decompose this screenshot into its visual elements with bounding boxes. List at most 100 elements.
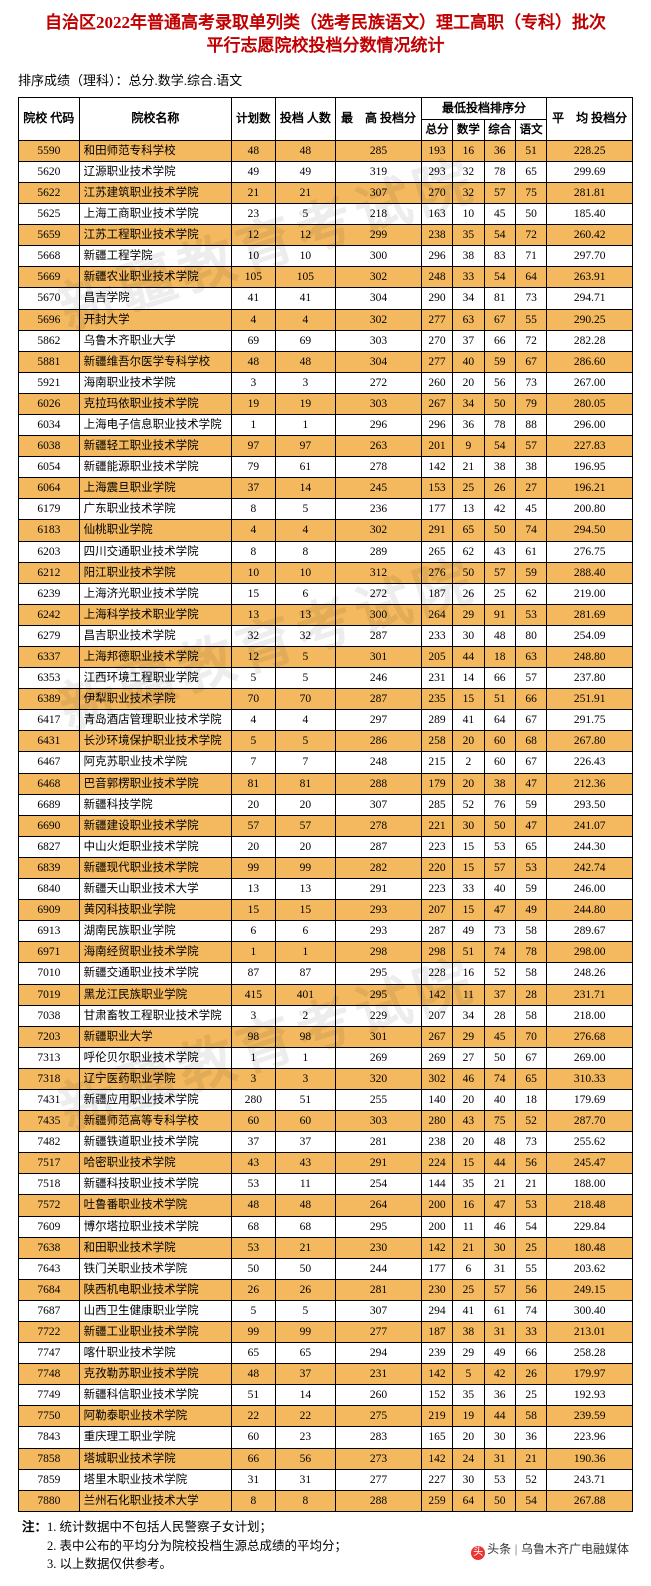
- table-row: 6353江西环境工程职业学院55246231146657237.80: [19, 668, 633, 689]
- table-row: 6034上海电子信息职业技术学院11296296367888296.00: [19, 414, 633, 435]
- cell-min-math: 20: [453, 372, 484, 393]
- cell-filed: 105: [275, 267, 336, 288]
- cell-name: 重庆理工职业学院: [79, 1427, 232, 1448]
- cell-min-total: 277: [421, 309, 452, 330]
- note-2: 2. 表中公布的平均分为院校投档生源总成绩的平均分；: [47, 1539, 347, 1553]
- cell-min-total: 267: [421, 393, 452, 414]
- cell-min-lang: 67: [515, 351, 546, 372]
- cell-avg: 248.80: [547, 647, 633, 668]
- cell-min-total: 224: [421, 1153, 452, 1174]
- cell-name: 开封大学: [79, 309, 232, 330]
- cell-avg: 300.40: [547, 1300, 633, 1321]
- cell-min-comp: 50: [484, 815, 515, 836]
- score-table: 院校 代码 院校名称 计划数 投档 人数 最 高 投档分 最低投档排序分 平 均…: [18, 97, 633, 1512]
- cell-name: 上海工商职业技术学院: [79, 204, 232, 225]
- cell-min-math: 44: [453, 647, 484, 668]
- cell-min-total: 238: [421, 225, 452, 246]
- cell-code: 5696: [19, 309, 80, 330]
- sort-criteria: 排序成绩（理科）：总分.数学.综合.语文: [18, 70, 633, 89]
- cell-plan: 4: [232, 710, 275, 731]
- cell-min-total: 165: [421, 1427, 452, 1448]
- cell-plan: 21: [232, 182, 275, 203]
- cell-min-lang: 61: [515, 541, 546, 562]
- cell-max: 287: [336, 625, 422, 646]
- cell-name: 昌吉职业技术学院: [79, 625, 232, 646]
- cell-min-lang: 51: [515, 140, 546, 161]
- cell-min-lang: 53: [515, 1195, 546, 1216]
- cell-min-math: 50: [453, 562, 484, 583]
- table-row: 7431新疆应用职业技术学院28051255140204018179.69: [19, 1089, 633, 1110]
- cell-filed: 15: [275, 900, 336, 921]
- cell-plan: 13: [232, 879, 275, 900]
- cell-filed: 87: [275, 963, 336, 984]
- cell-avg: 190.36: [547, 1448, 633, 1469]
- cell-code: 7482: [19, 1132, 80, 1153]
- table-row: 5696开封大学44302277636755290.25: [19, 309, 633, 330]
- cell-min-total: 163: [421, 204, 452, 225]
- cell-avg: 267.88: [547, 1490, 633, 1511]
- cell-min-comp: 30: [484, 1237, 515, 1258]
- cell-filed: 49: [275, 161, 336, 182]
- cell-min-lang: 73: [515, 372, 546, 393]
- cell-min-math: 6: [453, 1258, 484, 1279]
- cell-plan: 68: [232, 1216, 275, 1237]
- cell-min-lang: 55: [515, 309, 546, 330]
- cell-code: 7313: [19, 1047, 80, 1068]
- table-row: 7010新疆交通职业技术学院8787295228165258248.26: [19, 963, 633, 984]
- cell-min-total: 207: [421, 1005, 452, 1026]
- cell-min-comp: 36: [484, 1385, 515, 1406]
- cell-filed: 65: [275, 1343, 336, 1364]
- cell-min-total: 294: [421, 1300, 452, 1321]
- cell-avg: 229.84: [547, 1216, 633, 1237]
- cell-min-math: 62: [453, 541, 484, 562]
- cell-max: 245: [336, 478, 422, 499]
- cell-min-comp: 38: [484, 457, 515, 478]
- cell-max: 264: [336, 1195, 422, 1216]
- cell-avg: 296.00: [547, 414, 633, 435]
- table-row: 6971海南经贸职业技术学院11298298517478298.00: [19, 942, 633, 963]
- cell-min-comp: 31: [484, 1448, 515, 1469]
- cell-min-comp: 47: [484, 1195, 515, 1216]
- cell-plan: 97: [232, 436, 275, 457]
- cell-plan: 1: [232, 1047, 275, 1068]
- cell-max: 298: [336, 942, 422, 963]
- cell-code: 5670: [19, 288, 80, 309]
- cell-plan: 31: [232, 1469, 275, 1490]
- cell-min-comp: 46: [484, 1216, 515, 1237]
- cell-min-comp: 78: [484, 414, 515, 435]
- table-row: 7019黑龙江民族职业学院415401295142113728231.71: [19, 984, 633, 1005]
- cell-code: 5590: [19, 140, 80, 161]
- cell-name: 海南经贸职业技术学院: [79, 942, 232, 963]
- cell-min-math: 46: [453, 1068, 484, 1089]
- cell-code: 7318: [19, 1068, 80, 1089]
- cell-code: 6690: [19, 815, 80, 836]
- cell-code: 6026: [19, 393, 80, 414]
- cell-code: 6038: [19, 436, 80, 457]
- cell-min-math: 37: [453, 330, 484, 351]
- cell-min-total: 258: [421, 731, 452, 752]
- cell-name: 新疆工业职业技术学院: [79, 1322, 232, 1343]
- cell-max: 294: [336, 1343, 422, 1364]
- cell-min-math: 30: [453, 815, 484, 836]
- cell-max: 299: [336, 225, 422, 246]
- cell-max: 269: [336, 1047, 422, 1068]
- cell-avg: 255.62: [547, 1132, 633, 1153]
- table-row: 6467阿克苏职业技术学院7724821526067226.43: [19, 752, 633, 773]
- cell-name: 博尔塔拉职业技术学院: [79, 1216, 232, 1237]
- cell-min-lang: 67: [515, 752, 546, 773]
- table-row: 5670昌吉学院4141304290348173294.71: [19, 288, 633, 309]
- cell-max: 286: [336, 731, 422, 752]
- cell-filed: 10: [275, 562, 336, 583]
- cell-min-math: 15: [453, 689, 484, 710]
- cell-min-comp: 91: [484, 604, 515, 625]
- table-row: 5668新疆工程学院1010300296388371297.70: [19, 246, 633, 267]
- cell-min-lang: 58: [515, 963, 546, 984]
- cell-min-lang: 36: [515, 1427, 546, 1448]
- cell-max: 283: [336, 1427, 422, 1448]
- cell-avg: 180.48: [547, 1237, 633, 1258]
- cell-filed: 21: [275, 1237, 336, 1258]
- cell-avg: 263.91: [547, 267, 633, 288]
- cell-min-lang: 38: [515, 457, 546, 478]
- cell-filed: 98: [275, 1026, 336, 1047]
- cell-name: 新疆科技职业技术学院: [79, 1174, 232, 1195]
